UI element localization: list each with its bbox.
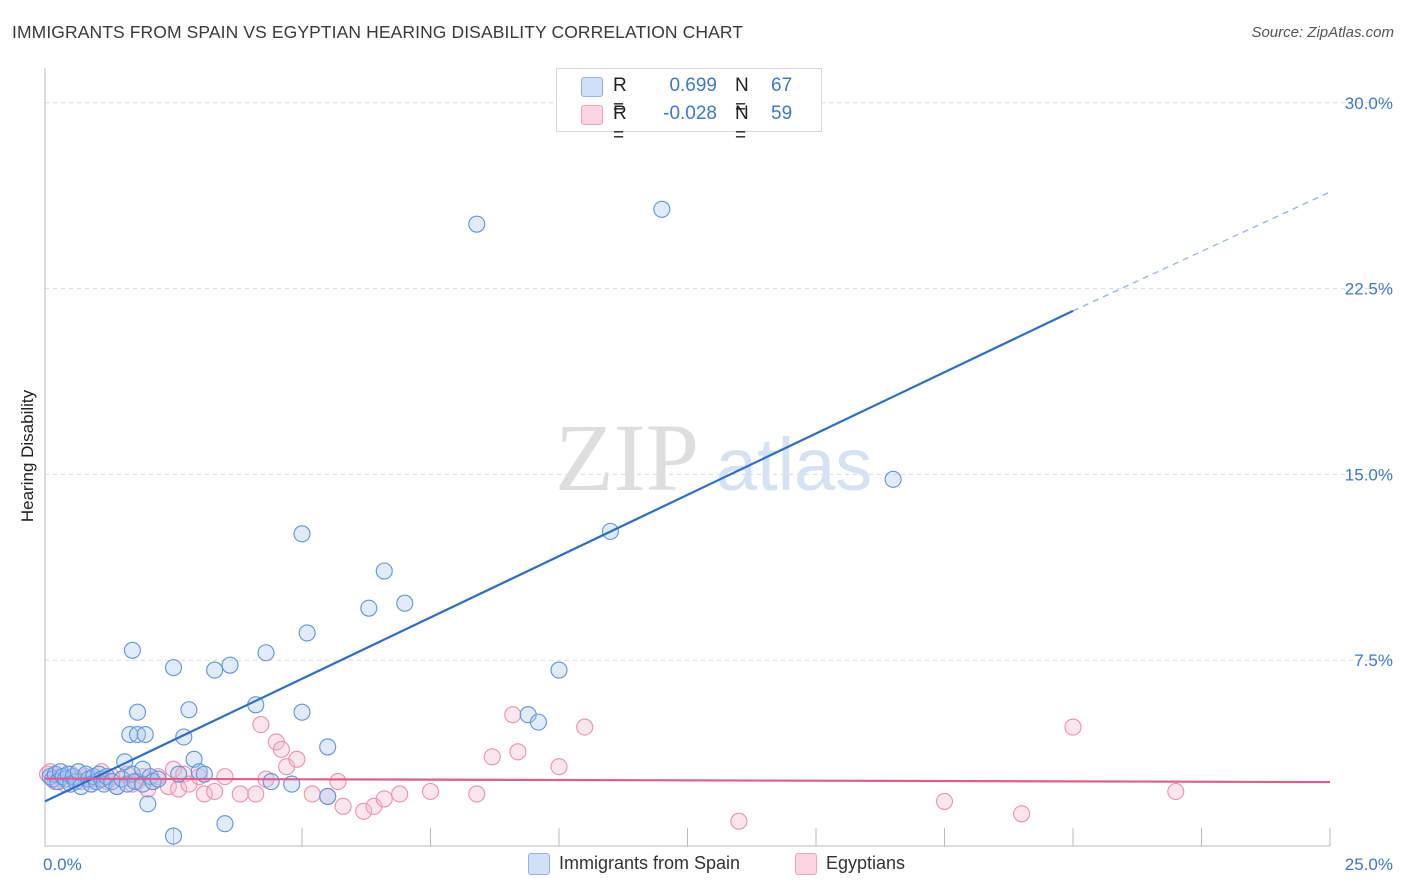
spain-point: [375, 562, 393, 580]
egyptians-point: [334, 797, 352, 815]
gridlines: [45, 102, 1392, 661]
spain-point: [221, 656, 239, 674]
spain-point: [653, 200, 671, 218]
egyptians-point: [170, 780, 188, 798]
egyptians-point: [303, 785, 321, 803]
y-tick-label: 7.5%: [1354, 651, 1393, 670]
legend-n-label: N =: [735, 103, 749, 146]
spain-point: [468, 215, 486, 233]
legend-r-label: R =: [613, 75, 627, 118]
spain-point: [216, 815, 234, 833]
spain-point: [128, 703, 147, 721]
legend-r-value: 0.699: [669, 75, 717, 96]
x-tick-label: 0.0%: [43, 855, 82, 874]
legend-n-value: 59: [771, 103, 793, 124]
egyptians-point: [375, 790, 393, 808]
egyptians-point: [550, 758, 568, 776]
spain-point: [206, 661, 224, 679]
egyptians-point: [1013, 805, 1031, 823]
spain-point: [180, 701, 198, 719]
egyptians-point: [216, 768, 234, 786]
egyptians-point: [252, 716, 270, 734]
source-note: Source: ZipAtlas.com: [1251, 24, 1394, 41]
spain-point: [136, 725, 154, 744]
legend-n-value: 67: [771, 75, 793, 96]
spain-point: [257, 644, 275, 662]
spain-trend-line: [44, 309, 1074, 803]
spain-point: [164, 827, 183, 845]
egyptians-points: [39, 706, 1185, 830]
egyptians-point: [247, 785, 265, 803]
legend-r-label: R =: [613, 103, 627, 146]
egyptians-trend-line: [44, 777, 1331, 784]
spain-point: [360, 599, 378, 617]
egyptians-point: [935, 792, 954, 810]
egyptians-point: [288, 750, 306, 768]
egyptians-point: [1167, 782, 1185, 801]
legend-label-egypt: Egyptians: [826, 853, 906, 873]
egyptians-point: [730, 812, 748, 830]
spain-points: [41, 200, 902, 845]
watermark-atlas: atlas: [716, 423, 872, 506]
chart-title: IMMIGRANTS FROM SPAIN VS EGYPTIAN HEARIN…: [12, 22, 744, 42]
egyptians-point: [206, 782, 224, 801]
egyptians-point: [195, 785, 213, 803]
legend-swatch-spain: [528, 853, 550, 875]
legend-swatch-spain: [581, 77, 603, 97]
egyptians-point: [483, 748, 501, 766]
egyptians-point: [421, 782, 440, 801]
egyptians-point: [509, 743, 527, 761]
egyptians-point: [576, 718, 594, 736]
watermark: ZIP atlas: [555, 404, 872, 511]
spain-point: [293, 525, 311, 543]
legend-swatch-egypt: [581, 105, 603, 125]
egyptians-point: [391, 785, 409, 803]
spain-point: [298, 624, 316, 642]
egyptians-point: [272, 740, 290, 758]
legend-r-value: -0.028: [663, 103, 717, 124]
spain-point: [293, 703, 311, 721]
y-axis-label: Hearing Disability: [18, 389, 37, 523]
spain-trend-extension: [1072, 191, 1331, 312]
legend-swatch-egypt: [795, 853, 817, 875]
spain-point: [262, 773, 280, 791]
tick-labels: 7.5% 15.0% 22.5% 30.0% 0.0% 25.0%: [43, 94, 1393, 874]
egyptians-point: [231, 785, 249, 803]
y-tick-label: 15.0%: [1345, 465, 1393, 484]
spain-point: [319, 738, 337, 756]
y-tick-label: 30.0%: [1345, 94, 1393, 113]
axes: [44, 68, 1331, 847]
egyptians-point: [468, 785, 486, 803]
spain-point: [550, 661, 568, 679]
egyptians-point: [329, 773, 347, 791]
spain-point: [164, 659, 183, 677]
egyptians-point: [355, 802, 373, 820]
legend-n-label: N =: [735, 75, 749, 118]
series-legend: Immigrants from Spain Egyptians: [0, 852, 1406, 878]
x-tick-label: 25.0%: [1345, 855, 1393, 874]
watermark-zip: ZIP: [555, 404, 699, 511]
egyptians-point: [1064, 718, 1082, 736]
egyptians-point: [164, 760, 183, 778]
spain-point: [123, 641, 141, 659]
spain-point: [319, 787, 337, 806]
spain-point: [139, 795, 157, 813]
trend-lines: [44, 191, 1331, 803]
stats-legend: R = 0.699 N = 67 R = -0.028 N = 59: [556, 68, 822, 146]
egyptians-point: [504, 706, 522, 724]
spain-point: [396, 594, 414, 612]
spain-point: [529, 713, 547, 731]
legend-label-spain: Immigrants from Spain: [559, 853, 741, 873]
y-tick-label: 22.5%: [1345, 280, 1393, 299]
spain-point: [884, 470, 902, 488]
